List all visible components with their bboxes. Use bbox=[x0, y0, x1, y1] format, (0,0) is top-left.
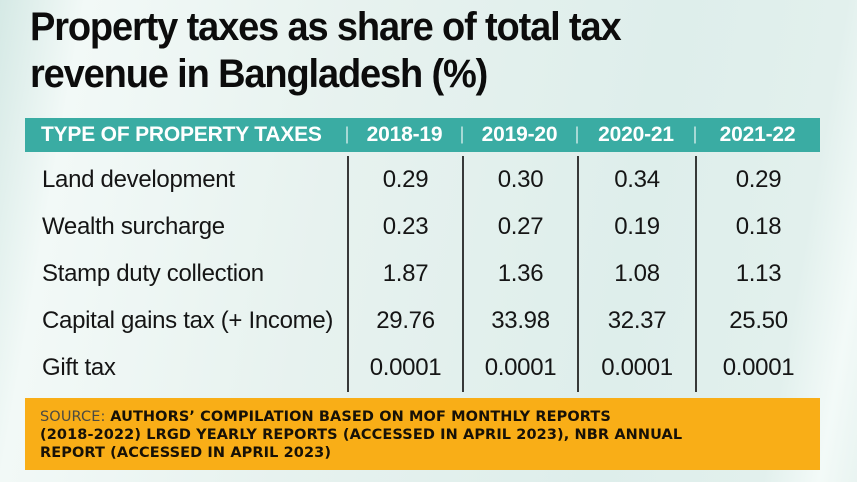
table-body: Land development 0.29 0.30 0.34 0.29 Wea… bbox=[25, 156, 820, 393]
row-label: Gift tax bbox=[42, 354, 116, 382]
source-line-1: SOURCE: AUTHORS’ COMPILATION BASED ON MO… bbox=[40, 408, 806, 426]
table-cell: 0.30 bbox=[462, 156, 577, 204]
column-header-label: 2018-19 bbox=[366, 123, 443, 146]
table-header-row: TYPE OF PROPERTY TAXES 2018-19 2019-20 2… bbox=[25, 118, 820, 152]
table-cell: 0.29 bbox=[347, 156, 462, 204]
column-header-type: TYPE OF PROPERTY TAXES bbox=[41, 123, 322, 146]
table-cell: 0.0001 bbox=[462, 344, 577, 393]
column-header-2021-22: 2021-22 bbox=[694, 118, 820, 152]
source-prefix: SOURCE: bbox=[40, 409, 106, 425]
table-cell: 0.0001 bbox=[347, 344, 462, 393]
table-cell: 0.34 bbox=[577, 156, 695, 204]
table-cell: 0.29 bbox=[695, 156, 820, 204]
row-label: Capital gains tax (+ Income) bbox=[42, 307, 334, 335]
table-cell: 0.0001 bbox=[577, 344, 695, 393]
row-label: Land development bbox=[42, 165, 235, 193]
table-row: Land development 0.29 0.30 0.34 0.29 bbox=[25, 156, 820, 204]
table-cell: 0.0001 bbox=[695, 344, 820, 393]
title-line-2: revenue in Bangladesh (%) bbox=[30, 52, 488, 96]
table-cell: 32.37 bbox=[577, 297, 695, 345]
source-text: AUTHORS’ COMPILATION BASED ON MOF MONTHL… bbox=[110, 409, 611, 425]
header-separator bbox=[461, 126, 463, 144]
title-line-1: Property taxes as share of total tax bbox=[30, 5, 622, 49]
column-header-2020-21: 2020-21 bbox=[576, 118, 695, 152]
table-cell: 1.87 bbox=[347, 250, 462, 298]
page-title: Property taxes as share of total tax rev… bbox=[30, 4, 752, 98]
table-cell: 1.13 bbox=[695, 250, 820, 298]
header-separator bbox=[694, 126, 696, 144]
table-cell: 33.98 bbox=[462, 297, 577, 345]
column-header-label: 2020-21 bbox=[598, 123, 674, 146]
header-separator bbox=[576, 126, 578, 144]
row-label: Wealth surcharge bbox=[42, 212, 225, 240]
table-cell: 0.27 bbox=[462, 203, 577, 251]
row-label: Stamp duty collection bbox=[42, 260, 264, 287]
source-note: SOURCE: AUTHORS’ COMPILATION BASED ON MO… bbox=[25, 398, 820, 470]
header-separator bbox=[346, 126, 348, 144]
table-row: Capital gains tax (+ Income) 29.76 33.98… bbox=[25, 297, 820, 345]
table-row: Wealth surcharge 0.23 0.27 0.19 0.18 bbox=[25, 203, 820, 251]
table-row: Stamp duty collection 1.87 1.36 1.08 1.1… bbox=[25, 250, 820, 298]
table-cell: 1.08 bbox=[577, 250, 695, 298]
table-row: Gift tax 0.0001 0.0001 0.0001 0.0001 bbox=[25, 344, 820, 393]
table-cell: 29.76 bbox=[347, 297, 462, 345]
source-line-3: REPORT (ACCESSED IN APRIL 2023) bbox=[40, 445, 332, 461]
table-cell: 1.36 bbox=[462, 250, 577, 298]
table-cell: 25.50 bbox=[695, 297, 820, 345]
column-header-2019-20: 2019-20 bbox=[461, 118, 577, 152]
source-line-2: (2018-2022) LRGD YEARLY REPORTS (ACCESSE… bbox=[40, 427, 683, 443]
table-cell: 0.23 bbox=[347, 203, 462, 251]
column-header-label: 2019-20 bbox=[481, 123, 558, 146]
table-cell: 0.19 bbox=[577, 203, 695, 251]
column-header-label: 2021-22 bbox=[719, 123, 796, 146]
table-cell: 0.18 bbox=[695, 203, 820, 251]
column-header-2018-19: 2018-19 bbox=[346, 118, 462, 152]
